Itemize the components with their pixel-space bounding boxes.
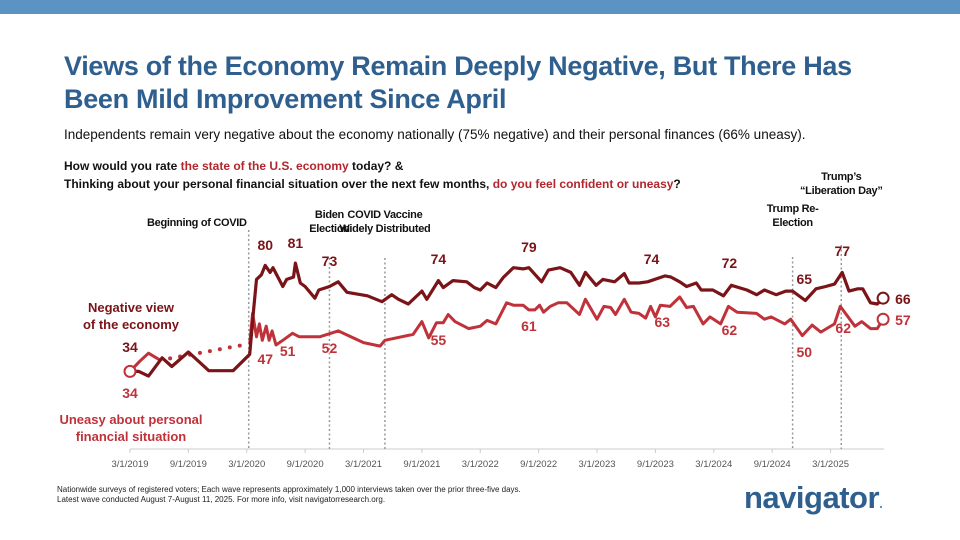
logo-text: navigator [744, 480, 880, 515]
uneasy-dotted-point [168, 356, 173, 361]
survey-question: How would you rate the state of the U.S.… [64, 157, 681, 193]
negative-data-label: 34 [122, 339, 138, 355]
question-text: Thinking about your personal financial s… [64, 177, 493, 191]
uneasy-data-label: 61 [521, 318, 537, 334]
title-line-2: Been Mild Improvement Since April [64, 84, 507, 114]
x-tick-label: 9/1/2023 [637, 459, 674, 470]
subtitle: Independents remain very negative about … [64, 127, 806, 142]
uneasy-dotted-point [197, 350, 202, 355]
x-tick-label: 3/1/2025 [812, 459, 849, 470]
uneasy-data-label: 62 [722, 322, 738, 338]
title-line-1: Views of the Economy Remain Deeply Negat… [64, 51, 852, 81]
negative-data-label: 74 [431, 251, 447, 267]
uneasy-data-label: 51 [280, 343, 296, 359]
event-label: Widely Distributed [339, 223, 430, 235]
event-label: Election [309, 223, 350, 235]
uneasy-dotted-point [237, 343, 242, 348]
event-label: Biden [315, 209, 345, 221]
uneasy-data-label: 63 [654, 314, 670, 330]
question-highlight: do you feel confident or uneasy [492, 177, 674, 191]
event-label: Trump Re- [767, 203, 819, 215]
negative-data-label: 79 [521, 239, 537, 255]
negative-legend-label: Negative view [88, 300, 175, 315]
question-text: How would you rate [64, 159, 181, 173]
navigator-logo: navigator. [744, 480, 883, 516]
negative-legend-label: of the economy [83, 317, 180, 332]
uneasy-data-label: 57 [895, 312, 911, 328]
uneasy-data-label: 50 [796, 344, 812, 360]
uneasy-line-early [128, 351, 161, 373]
uneasy-legend-label: financial situation [76, 429, 187, 444]
question-text: ? [673, 177, 681, 191]
uneasy-data-label: 47 [257, 351, 273, 367]
event-label: “Liberation Day” [800, 185, 883, 197]
negative-data-label: 72 [722, 255, 738, 271]
x-tick-label: 3/1/2024 [695, 459, 732, 470]
negative-data-label: 73 [322, 253, 338, 269]
page-title: Views of the Economy Remain Deeply Negat… [64, 50, 944, 116]
uneasy-legend-label: Uneasy about personal [59, 412, 202, 427]
uneasy-dotted-point [207, 349, 212, 354]
x-tick-label: 3/1/2022 [462, 459, 499, 470]
x-tick-label: 9/1/2024 [754, 459, 791, 470]
uneasy-data-label: 34 [122, 385, 138, 401]
top-banner [0, 0, 960, 14]
footnote-line-2: Latest wave conducted August 7-August 11… [57, 495, 386, 504]
endpoint-marker [876, 291, 890, 305]
event-label: Election [772, 217, 813, 229]
x-tick-label: 3/1/2019 [112, 459, 149, 470]
event-label: COVID Vaccine [347, 209, 422, 221]
uneasy-line [248, 295, 885, 348]
endpoint-marker [123, 364, 137, 378]
x-tick-label: 9/1/2020 [287, 459, 324, 470]
negative-data-label: 81 [288, 235, 304, 251]
event-label: Trump’s [821, 171, 861, 183]
uneasy-dotted-point [217, 347, 222, 352]
x-tick-label: 9/1/2022 [520, 459, 557, 470]
uneasy-data-label: 52 [322, 340, 338, 356]
negative-data-label: 66 [895, 291, 911, 307]
uneasy-data-label: 55 [431, 332, 447, 348]
negative-economy-line [130, 261, 885, 378]
x-tick-label: 9/1/2019 [170, 459, 207, 470]
endpoint-marker [876, 312, 890, 326]
uneasy-dotted-point [227, 345, 232, 350]
negative-data-label: 80 [257, 237, 273, 253]
question-text: today? & [348, 159, 404, 173]
negative-data-label: 77 [834, 243, 850, 259]
logo-dot: . [879, 495, 883, 511]
uneasy-data-label: 62 [835, 320, 851, 336]
x-tick-label: 3/1/2023 [579, 459, 616, 470]
footnote: Nationwide surveys of registered voters;… [57, 485, 521, 505]
x-tick-label: 9/1/2021 [403, 459, 440, 470]
negative-data-label: 65 [796, 271, 812, 287]
question-highlight: the state of the U.S. economy [180, 159, 349, 173]
x-tick-label: 3/1/2021 [345, 459, 382, 470]
footnote-line-1: Nationwide surveys of registered voters;… [57, 485, 521, 494]
negative-data-label: 74 [644, 251, 660, 267]
event-label: Beginning of COVID [147, 217, 247, 229]
x-tick-label: 3/1/2020 [228, 459, 265, 470]
